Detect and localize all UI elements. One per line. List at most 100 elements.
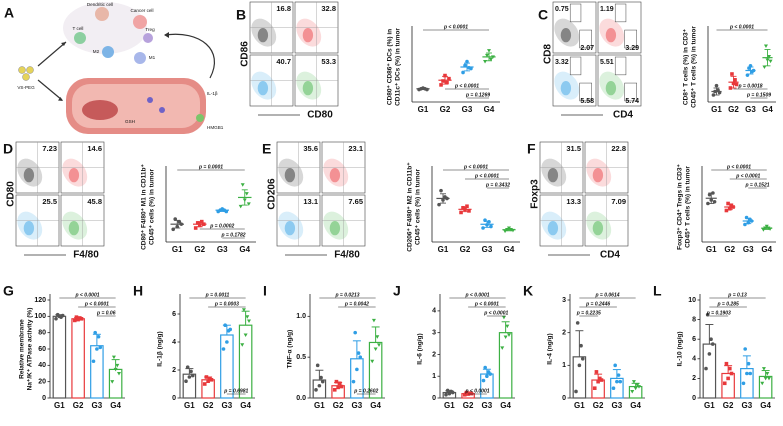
p-value: p = 0.285 (716, 301, 738, 307)
y-axis-title: Relative membrane (19, 319, 26, 379)
nanoparticle (22, 73, 30, 81)
x-tick-label: G4 (240, 401, 251, 410)
point (450, 390, 455, 395)
point (580, 357, 585, 361)
dendritic-cell (95, 7, 109, 21)
cloud (278, 158, 304, 187)
cloud (554, 18, 580, 47)
flow-x-label: F4/80 (334, 250, 360, 261)
point (206, 379, 210, 383)
point (488, 57, 493, 62)
point (437, 202, 441, 207)
point (459, 210, 463, 215)
point (244, 192, 249, 196)
flow-plot (597, 54, 642, 107)
point (765, 372, 770, 376)
point (745, 371, 749, 376)
x-tick-label: G2 (593, 401, 604, 410)
cloud (251, 18, 277, 47)
x-tick-label: G3 (745, 105, 756, 114)
gate-value: 31.5 (566, 144, 581, 153)
p-value: p = 0.6981 (223, 388, 248, 394)
arrow (164, 33, 216, 79)
point (707, 352, 712, 356)
y-axis-title: TNF-α (ng/g) (287, 330, 294, 369)
point (371, 318, 376, 323)
point (575, 321, 580, 325)
panel-label: D (3, 141, 13, 157)
point (439, 188, 443, 193)
y-axis-title: CD11c⁺ DCs (%) in tumor (395, 28, 402, 106)
point (79, 316, 84, 321)
cloud (296, 71, 322, 100)
cloud-core (68, 221, 80, 236)
point (425, 87, 429, 92)
arrow (37, 41, 67, 67)
panel-label: C (538, 7, 548, 23)
point (60, 313, 65, 318)
point (763, 226, 768, 230)
point (507, 333, 511, 337)
point (197, 223, 202, 228)
gate-value: 14.6 (87, 144, 102, 153)
point (748, 64, 753, 68)
gate-value: 5.51 (600, 59, 614, 66)
y-tick-label: 3 (562, 297, 566, 304)
y-axis-title: CD45⁺ T cells (%) in tumor (685, 166, 692, 248)
point (762, 65, 767, 69)
point (370, 359, 375, 364)
y-axis-title: IL-6 (ng/g) (417, 333, 424, 364)
panel-label: L (653, 283, 662, 299)
gate-value: 16.8 (276, 4, 291, 13)
y-axis-title: CD80⁺ CD86⁺ DCs (%) in (387, 29, 394, 105)
y-tick-label: 6 (692, 336, 696, 343)
p-value: p = 0.0213 (334, 292, 359, 298)
y-tick-label: 20 (38, 379, 46, 386)
y-tick-label: 60 (38, 346, 46, 353)
bar (71, 318, 85, 399)
x-tick-label: G3 (482, 401, 493, 410)
point (767, 55, 772, 59)
label: M2 (93, 49, 100, 54)
point (444, 392, 448, 397)
point (599, 378, 604, 382)
cloud (323, 211, 349, 240)
x-tick-label: G2 (460, 245, 471, 254)
cloud-core (605, 28, 617, 43)
y-tick-label: 120 (34, 297, 46, 304)
point (501, 315, 506, 320)
point (727, 206, 732, 211)
cloud-core (68, 168, 80, 183)
x-tick-label: G2 (724, 245, 735, 254)
point (202, 222, 206, 226)
flow-y-label: CD86 (240, 41, 251, 67)
y-tick-label: 4 (432, 308, 436, 315)
label: VS-PEG (17, 85, 35, 90)
point (338, 381, 342, 386)
schematic: A Dendritic cell Cancer cell T cell Treg… (4, 2, 224, 134)
point (336, 385, 340, 390)
gate-value: 53.3 (321, 57, 336, 66)
point (443, 73, 447, 78)
point (373, 347, 378, 351)
p-value: p = 0.0002 (209, 223, 234, 229)
point (96, 334, 101, 339)
y-tick-label: 0 (42, 395, 46, 402)
point (353, 330, 357, 335)
point (441, 198, 445, 202)
x-tick-label: G4 (762, 105, 773, 114)
point (469, 391, 474, 396)
panel-label: B (236, 7, 246, 23)
gate (614, 56, 627, 76)
label: M1 (149, 55, 156, 60)
p-value: p = 0.2602 (353, 388, 378, 394)
x-tick-label: G3 (217, 245, 228, 254)
y-tick-label: 0.0 (296, 395, 306, 402)
x-tick-label: G2 (463, 401, 474, 410)
bar (52, 315, 67, 399)
cloud-core (605, 81, 617, 96)
point (510, 228, 515, 233)
m2-cell (102, 46, 114, 58)
point (334, 379, 339, 384)
point (730, 72, 734, 76)
